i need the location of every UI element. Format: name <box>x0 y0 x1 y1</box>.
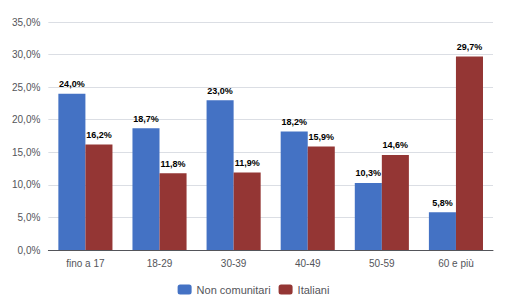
svg-text:35,0%: 35,0% <box>12 17 40 28</box>
svg-text:10,3%: 10,3% <box>356 168 382 178</box>
svg-text:16,2%: 16,2% <box>86 130 112 140</box>
svg-text:15,0%: 15,0% <box>12 147 40 158</box>
svg-text:18,7%: 18,7% <box>133 114 159 124</box>
svg-text:14,6%: 14,6% <box>383 140 409 150</box>
svg-text:24,0%: 24,0% <box>59 79 85 89</box>
svg-text:Non comunitari: Non comunitari <box>197 284 271 296</box>
svg-text:15,9%: 15,9% <box>308 132 334 142</box>
svg-text:5,0%: 5,0% <box>18 212 41 223</box>
svg-text:50-59: 50-59 <box>369 258 395 269</box>
svg-text:Italiani: Italiani <box>298 284 330 296</box>
svg-text:60 e più: 60 e più <box>438 258 474 269</box>
svg-text:30,0%: 30,0% <box>12 49 40 60</box>
svg-text:5,8%: 5,8% <box>432 198 453 208</box>
svg-text:11,9%: 11,9% <box>235 158 260 168</box>
svg-text:20,0%: 20,0% <box>12 114 40 125</box>
svg-text:fino a 17: fino a 17 <box>66 258 105 269</box>
svg-text:40-49: 40-49 <box>295 258 321 269</box>
svg-text:29,7%: 29,7% <box>457 42 483 52</box>
svg-text:18-29: 18-29 <box>147 258 173 269</box>
svg-text:10,0%: 10,0% <box>12 179 40 190</box>
svg-text:23,0%: 23,0% <box>207 86 233 96</box>
svg-text:18,2%: 18,2% <box>281 117 307 127</box>
svg-text:11,8%: 11,8% <box>161 159 186 169</box>
svg-text:0,0%: 0,0% <box>18 245 41 256</box>
svg-text:25,0%: 25,0% <box>12 82 40 93</box>
svg-text:30-39: 30-39 <box>221 258 247 269</box>
